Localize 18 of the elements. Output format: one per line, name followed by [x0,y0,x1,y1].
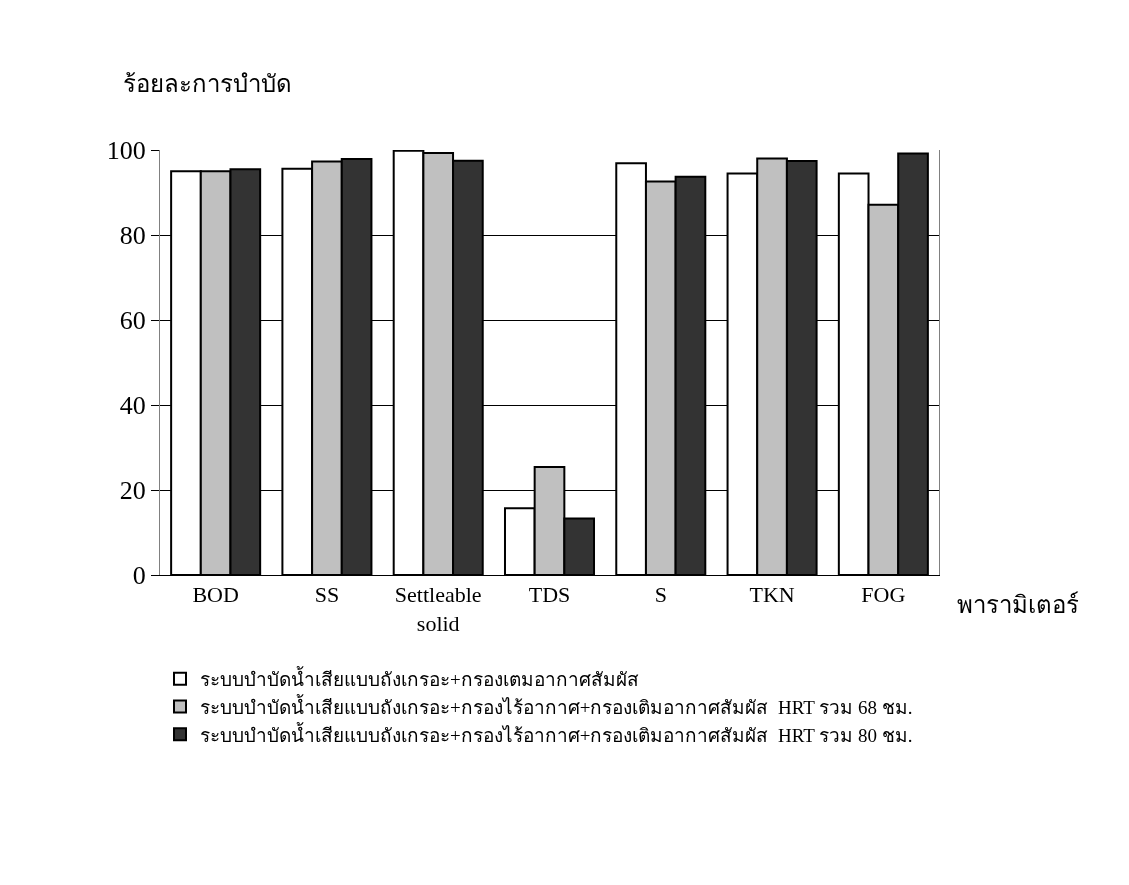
x-tick-label: BOD [192,582,239,608]
x-tick-label: S [654,582,667,608]
legend-label: ระบบบำบัดน้ำเสียแบบถังเกรอะ+กรองเตมอากาศสัมผัส [200,666,639,691]
legend-label: ระบบบำบัดน้ำเสียแบบถังเกรอะ+กรองไร้อากาศ+กรองเติมอากาศสัมผัส HRT รวม 68 ชม. [200,693,913,718]
y-tick-label: 80 [119,221,146,251]
y-tick-label: 40 [119,391,146,421]
x-axis-title: พารามิเตอร์ [957,591,1079,618]
legend-label: ระบบบำบัดน้ำเสียแบบถังเกรอะ+กรองไร้อากาศ+กรองเติมอากาศสัมผัส HRT รวม 80 ชม. [200,721,913,746]
y-axis-title: ร้อยละการบำบัด [123,71,292,97]
x-tick-label: Settleable solid [394,582,482,636]
x-tick-label: TKN [749,582,795,608]
x-tick-label: FOG [861,582,906,608]
y-tick-label: 100 [106,136,146,166]
y-tick-label: 20 [119,476,146,506]
x-tick-label: SS [314,582,340,608]
x-tick-label: TDS [528,582,571,608]
y-tick-label: 0 [132,561,146,591]
y-tick-label: 60 [119,306,146,336]
